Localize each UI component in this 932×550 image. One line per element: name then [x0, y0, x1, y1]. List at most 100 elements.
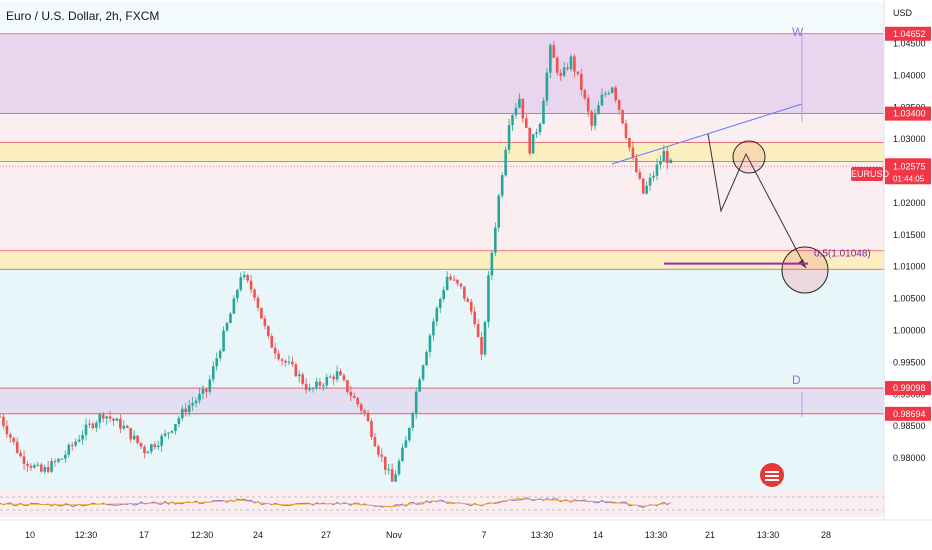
axis-currency-label: USD	[893, 8, 913, 18]
candle-body	[552, 45, 556, 58]
fib-label: 0.5(1.01048)	[814, 249, 871, 260]
candle-body	[408, 428, 411, 441]
zone-support	[0, 388, 884, 414]
candle-body	[621, 109, 624, 124]
candle-body	[562, 67, 566, 76]
candle-body	[256, 297, 260, 308]
candle-body	[404, 440, 408, 448]
candle-body	[349, 391, 353, 396]
target-circle-lower	[781, 246, 829, 294]
candle-body	[390, 469, 394, 482]
candle-body	[5, 425, 9, 435]
candle-body	[119, 418, 122, 429]
candle-body	[46, 467, 50, 472]
candle-body	[655, 164, 659, 176]
candle-body	[81, 434, 84, 440]
candle-body	[617, 100, 621, 110]
candle-body	[77, 439, 81, 442]
candle-body	[500, 175, 504, 196]
candle-body	[593, 114, 597, 126]
price-marker-label: 0.99098	[893, 383, 926, 393]
candle-body	[590, 111, 593, 126]
price-marker-badge	[885, 406, 931, 421]
time-axis	[0, 520, 932, 550]
candle-body	[249, 280, 253, 290]
trend-line	[611, 103, 803, 165]
candle-body	[325, 377, 329, 386]
last-price-label: 1.02575	[893, 161, 926, 171]
candle-body	[342, 375, 346, 381]
candle-body	[356, 397, 360, 405]
oscillator-signal-line	[0, 498, 671, 508]
candle-body	[538, 123, 542, 133]
candle-body	[143, 446, 146, 454]
y-tick-label: 0.98500	[893, 421, 926, 431]
candle-body	[98, 414, 102, 423]
candle-body	[452, 279, 456, 281]
candle-body	[194, 400, 198, 404]
candle-body	[284, 360, 287, 363]
candle-body	[332, 376, 335, 380]
candle-body	[373, 437, 377, 447]
candle-body	[638, 172, 642, 179]
zone-yellow-lower	[0, 250, 884, 270]
zone-resistance-upper	[0, 33, 884, 114]
candle-body	[549, 45, 552, 73]
candle-body	[432, 321, 435, 336]
x-tick-label: 7	[481, 530, 486, 540]
candle-body	[635, 158, 638, 173]
candle-body	[662, 151, 666, 162]
x-tick-label: 27	[321, 530, 331, 540]
candle-body	[308, 388, 311, 390]
candle-body	[428, 335, 432, 353]
candle-body	[631, 147, 635, 159]
candle-body	[518, 98, 521, 108]
candle-body	[177, 418, 181, 425]
zone-cyan-mid	[0, 269, 884, 389]
candle-body	[125, 425, 129, 428]
candle-body	[645, 185, 648, 194]
candle-body	[170, 430, 174, 433]
candle-body	[191, 403, 194, 406]
candle-body	[597, 105, 600, 115]
candle-body	[322, 385, 325, 387]
candle-body	[480, 337, 483, 355]
candle-body	[198, 393, 201, 401]
candle-body	[132, 435, 136, 440]
candle-body	[9, 434, 12, 438]
candle-body	[270, 336, 274, 348]
candle-body	[19, 452, 22, 457]
chart-title: Euro / U.S. Dollar, 2h, FXCM	[6, 9, 160, 23]
candle-body	[559, 72, 562, 76]
y-tick-label: 1.01000	[893, 262, 926, 272]
candle-body	[67, 444, 71, 455]
candle-body	[669, 159, 673, 164]
candle-body	[418, 379, 421, 392]
candle-body	[136, 435, 139, 443]
candle-body	[253, 289, 256, 298]
candle-body	[215, 358, 219, 367]
candle-body	[449, 276, 452, 280]
candle-body	[70, 444, 74, 446]
candle-body	[648, 177, 652, 186]
candle-body	[246, 275, 249, 281]
candle-body	[26, 463, 29, 466]
price-marker-label: 1.03400	[893, 109, 926, 119]
candle-body	[665, 151, 669, 164]
x-tick-label: 13:30	[531, 530, 554, 540]
candle-body	[263, 318, 267, 326]
candle-body	[91, 423, 95, 428]
candle-body	[604, 93, 607, 95]
candle-body	[421, 365, 425, 380]
x-tick-label: 13:30	[645, 530, 668, 540]
candle-body	[146, 451, 150, 454]
candle-body	[545, 72, 549, 101]
candle-body	[328, 376, 332, 378]
candle-body	[112, 418, 115, 421]
candle-body	[387, 469, 390, 471]
candle-body	[641, 178, 645, 194]
candle-body	[50, 461, 53, 472]
candle-body	[74, 441, 77, 446]
candle-body	[394, 474, 397, 482]
